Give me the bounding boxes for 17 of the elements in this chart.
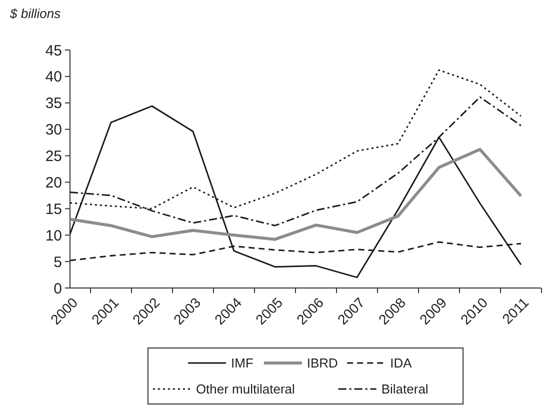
y-tick-label: 0 <box>54 280 62 298</box>
y-tick-label: 45 <box>45 42 62 60</box>
y-tick-label: 30 <box>45 122 62 139</box>
y-axis-title: $ billions <box>9 6 62 21</box>
legend-label: IMF <box>231 356 254 371</box>
legend-label: IDA <box>390 356 412 371</box>
legend-label: Bilateral <box>381 382 428 397</box>
y-tick-label: 20 <box>45 174 62 192</box>
legend-label: Other multilateral <box>196 382 296 397</box>
y-tick-label: 10 <box>45 227 62 244</box>
line-series <box>68 148 522 241</box>
legend-label: IBRD <box>306 356 338 371</box>
y-tick-label: 15 <box>45 200 62 218</box>
y-tick-label: 35 <box>45 95 62 112</box>
y-tick-label: 25 <box>45 148 62 166</box>
y-tick-label: 5 <box>54 254 62 271</box>
y-tick-label: 40 <box>45 68 62 86</box>
